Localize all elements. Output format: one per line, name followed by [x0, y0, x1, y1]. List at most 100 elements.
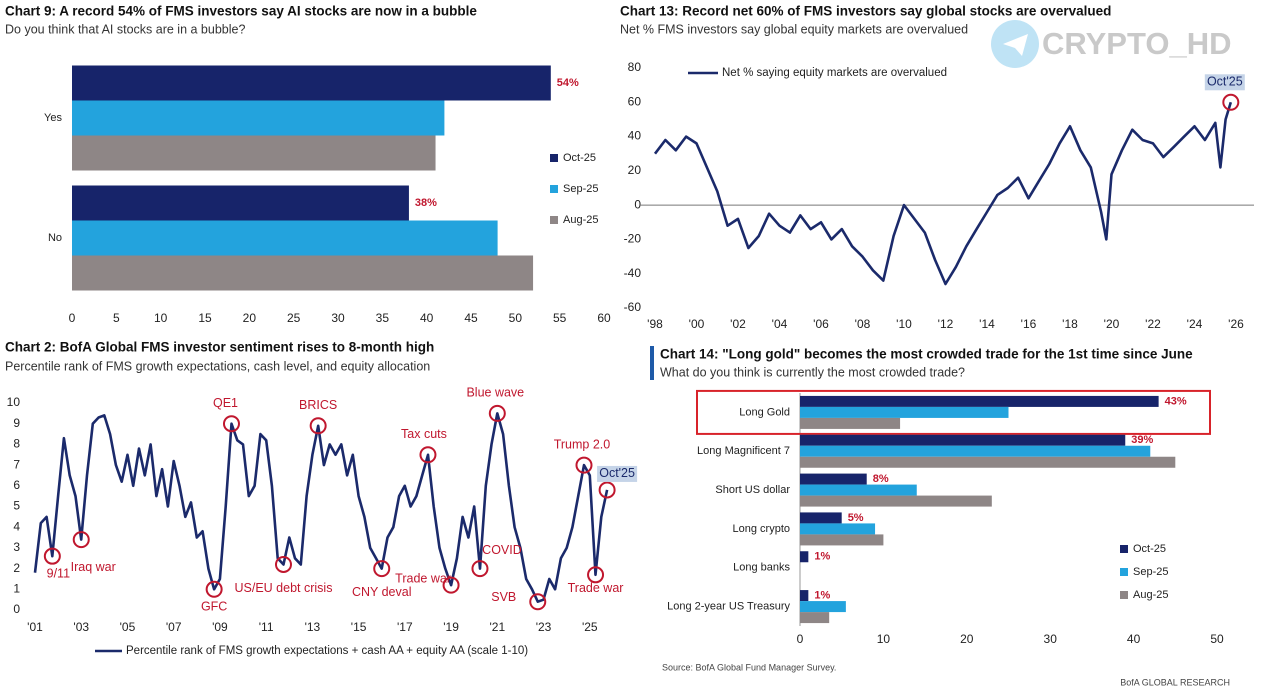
category-label: Long Gold	[739, 406, 790, 418]
y-tick-label: 40	[628, 129, 642, 143]
x-tick-label: '12	[938, 317, 954, 331]
line	[653, 101, 1233, 286]
bar	[800, 484, 917, 496]
line	[33, 412, 609, 603]
chart-title: Chart 9: A record 54% of FMS investors s…	[5, 4, 477, 19]
y-tick-label: 3	[13, 540, 20, 554]
x-tick-label: '21	[489, 620, 505, 634]
legend-swatch	[1120, 568, 1128, 576]
legend-label: Sep-25	[1133, 566, 1168, 578]
chart-title: Chart 14: "Long gold" becomes the most c…	[660, 347, 1193, 362]
footer: BofA GLOBAL RESEARCH	[1120, 677, 1230, 687]
y-tick-label: 6	[13, 478, 20, 492]
annotation-marker	[1222, 93, 1240, 111]
bar	[800, 456, 1176, 468]
bar	[800, 417, 901, 429]
bar	[72, 255, 534, 291]
category-label: Long banks	[733, 562, 790, 574]
y-tick-label: 0	[13, 602, 20, 616]
legend-swatch	[1120, 545, 1128, 553]
source: Source: BofA Global Fund Manager Survey.	[662, 662, 836, 672]
value-label: 38%	[415, 197, 437, 209]
annotation: CNY deval	[352, 585, 412, 599]
x-tick-label: '06	[813, 317, 829, 331]
y-tick-label: 80	[628, 60, 642, 74]
value-label: 5%	[848, 512, 864, 524]
y-tick-label: 20	[628, 163, 642, 177]
x-tick-label: '04	[772, 317, 788, 331]
x-tick-label: 40	[420, 311, 434, 325]
y-tick-label: -20	[624, 232, 642, 246]
x-tick-label: '18	[1062, 317, 1078, 331]
x-tick-label: '22	[1145, 317, 1161, 331]
x-tick-label: '15	[351, 620, 367, 634]
bar	[72, 185, 409, 221]
y-tick-label: 0	[634, 197, 641, 211]
x-tick-label: '20	[1104, 317, 1120, 331]
annotation-marker	[442, 576, 460, 594]
legend-label: Oct-25	[563, 152, 596, 164]
x-tick-label: 35	[376, 311, 390, 325]
chart-subtitle: Percentile rank of FMS growth expectatio…	[5, 359, 430, 373]
annotation: Oct'25	[599, 466, 635, 480]
watermark: CRYPTO_HD	[1042, 26, 1231, 61]
annotation: Trump 2.0	[554, 437, 611, 451]
x-tick-label: '23	[536, 620, 552, 634]
chart-subtitle: What do you think is currently the most …	[660, 365, 965, 379]
annotation-marker	[471, 560, 489, 578]
y-tick-label: 2	[13, 561, 20, 575]
title-accent	[650, 346, 654, 380]
x-tick-label: '05	[120, 620, 136, 634]
annotation: COVID	[482, 543, 522, 557]
annotation: Trade war	[395, 571, 451, 585]
bar	[800, 523, 876, 535]
legend-swatch	[1120, 591, 1128, 599]
annotation-marker	[274, 555, 292, 573]
highlight-box	[696, 389, 1211, 435]
annotation-marker	[373, 560, 391, 578]
legend-label: Aug-25	[1133, 589, 1168, 601]
annotation: Iraq war	[71, 560, 116, 574]
value-label: 43%	[1165, 395, 1187, 407]
category-label: Long crypto	[733, 523, 790, 535]
y-tick-label: 9	[13, 416, 20, 430]
category-label: Short US dollar	[715, 484, 790, 496]
value-label: 1%	[814, 551, 830, 563]
legend-label: Oct-25	[1133, 543, 1166, 555]
category-label: Yes	[44, 112, 62, 124]
value-label: 54%	[557, 77, 579, 89]
x-tick-label: 30	[331, 311, 345, 325]
y-tick-label: 4	[13, 519, 20, 533]
y-tick-label: 8	[13, 437, 20, 451]
bar	[800, 473, 867, 485]
annotation-marker	[488, 404, 506, 422]
bar	[72, 100, 445, 136]
annotation-bg	[1204, 74, 1245, 91]
x-tick-label: '11	[259, 620, 274, 634]
annotation-marker	[205, 580, 223, 598]
x-tick-label: 50	[509, 311, 523, 325]
x-tick-label: '14	[979, 317, 995, 331]
annotation-marker	[575, 456, 593, 474]
value-label: 8%	[873, 473, 889, 485]
annotation-marker	[587, 566, 605, 584]
x-tick-label: '09	[212, 620, 228, 634]
bar	[800, 395, 1159, 407]
category-label: Long 2-year US Treasury	[667, 600, 790, 612]
x-tick-label: '01	[27, 620, 43, 634]
annotation: GFC	[201, 600, 227, 614]
x-tick-label: '13	[305, 620, 321, 634]
x-tick-label: 30	[1044, 632, 1058, 646]
category-label: Long Magnificent 7	[697, 445, 790, 457]
bar	[800, 551, 809, 563]
bar	[800, 601, 846, 613]
annotation-marker	[529, 593, 547, 611]
bar	[800, 445, 1151, 457]
x-tick-label: '07	[166, 620, 182, 634]
x-tick-label: '17	[397, 620, 413, 634]
x-tick-label: 25	[287, 311, 301, 325]
x-tick-label: '26	[1228, 317, 1244, 331]
x-tick-label: 50	[1210, 632, 1224, 646]
bar	[800, 612, 830, 624]
annotation: Oct'25	[1207, 75, 1243, 89]
